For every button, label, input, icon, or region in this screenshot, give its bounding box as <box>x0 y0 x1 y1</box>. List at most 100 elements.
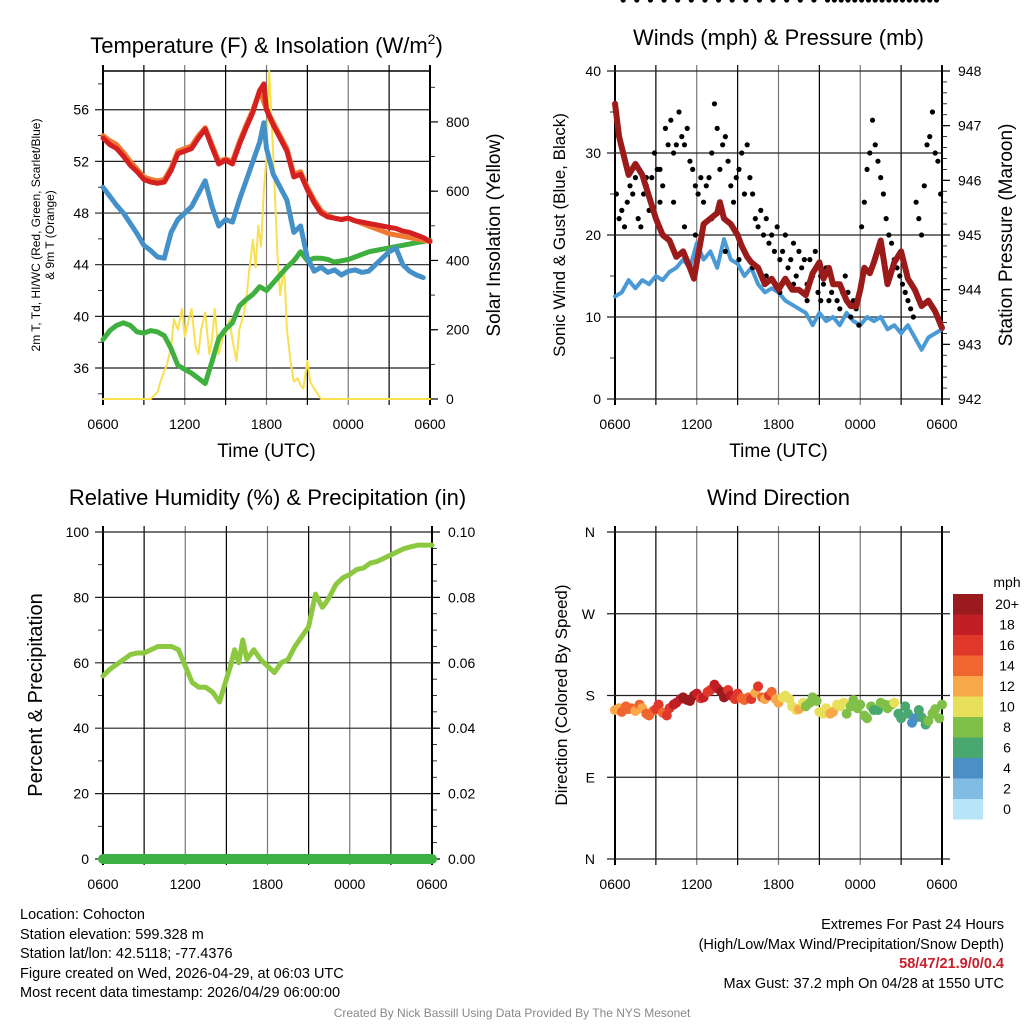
gust-point <box>616 216 622 222</box>
x-tick-label: 0000 <box>334 876 365 892</box>
y-tick-label: E <box>586 769 595 785</box>
gust-point <box>935 158 941 164</box>
y-tick-label: 48 <box>73 205 89 221</box>
gust-point <box>675 0 681 3</box>
wind-direction-point <box>934 713 945 724</box>
colorbar-label: 4 <box>1003 760 1011 776</box>
gust-point <box>845 0 851 3</box>
right-axis-label: Solar Insolation (Yellow) <box>484 133 505 336</box>
y-tick-label: 40 <box>73 308 89 324</box>
colorbar-label: 10 <box>999 699 1015 715</box>
y-axis-label: Direction (Colored By Speed) <box>552 584 571 805</box>
gust-point <box>921 183 927 189</box>
right-tick-label: 200 <box>446 322 470 338</box>
wind-direction-point <box>766 686 777 697</box>
right-tick-label: 948 <box>958 63 982 79</box>
colorbar-swatch <box>953 614 983 635</box>
gust-point <box>769 232 775 238</box>
wind-direction-point <box>828 706 838 717</box>
extremes-title: Extremes For Past 24 Hours <box>821 917 1004 933</box>
gust-point <box>722 134 728 140</box>
gust-point <box>736 166 742 172</box>
x-tick-label: 0600 <box>87 416 118 432</box>
gust-point <box>875 158 881 164</box>
y-tick-label: 30 <box>585 145 601 161</box>
wind-direction-point <box>811 695 822 706</box>
gust-point <box>627 183 633 189</box>
x-tick-label: 1800 <box>251 416 282 432</box>
y-tick-label: 10 <box>585 309 601 325</box>
y-tick-label: S <box>586 688 595 704</box>
gust-point <box>690 166 696 172</box>
right-tick-label: 944 <box>958 282 982 298</box>
colorbar-swatch <box>953 737 983 758</box>
x-tick-label: 0600 <box>414 416 445 432</box>
y-tick-label: W <box>582 606 596 622</box>
gust-point <box>755 224 761 230</box>
gust-point <box>856 322 862 328</box>
y-tick-label: 52 <box>73 153 89 169</box>
dewpoint-line <box>100 237 433 386</box>
gust-point <box>801 257 807 263</box>
gust-point <box>793 273 799 279</box>
colorbar-title: mph <box>993 574 1020 590</box>
heat-index-wind-chill-line <box>100 120 426 281</box>
location-text: Location: Cohocton <box>20 907 145 923</box>
right-tick-label: 0.06 <box>448 655 475 671</box>
gust-point <box>750 191 756 197</box>
gust-point <box>638 224 644 230</box>
gust-point <box>878 175 884 181</box>
gust-point <box>688 0 694 3</box>
gust-point <box>824 0 831 3</box>
gust-point <box>796 248 802 254</box>
gust-point <box>820 281 827 287</box>
gust-point <box>933 0 940 3</box>
elevation-text: Station elevation: 599.328 m <box>20 926 204 943</box>
gust-point <box>744 142 750 148</box>
gust-point <box>681 224 688 230</box>
gust-point <box>852 0 858 3</box>
title-text: Temperature (F) & Insolation (W/m <box>90 33 427 58</box>
y-axis-label: Percent & Precipitation <box>25 593 47 796</box>
latlon-text: Station lat/lon: 42.5118; -77.4376 <box>20 946 233 963</box>
right-tick-label: 942 <box>958 391 982 407</box>
gust-point <box>886 232 892 238</box>
colorbar-label: 12 <box>999 678 1015 694</box>
y-tick-label: 20 <box>73 786 89 802</box>
right-tick-label: 0.04 <box>448 720 475 736</box>
right-tick-label: 0.08 <box>448 589 475 605</box>
gust-point <box>613 191 619 197</box>
gust-point <box>938 191 944 197</box>
gust-point <box>818 298 824 304</box>
colorbar-swatch <box>953 676 983 697</box>
recent-data-text: Most recent data timestamp: 2026/04/29 0… <box>20 985 341 1002</box>
gust-point <box>657 199 663 205</box>
colorbar-label: 16 <box>999 637 1015 653</box>
gust-point <box>893 0 899 3</box>
gust-point <box>729 0 735 3</box>
gust-point <box>657 166 663 172</box>
gust-point <box>779 248 786 254</box>
wind-direction-point <box>753 681 764 692</box>
chart-title: Winds (mph) & Pressure (mb) <box>633 25 924 50</box>
gust-point <box>831 0 837 3</box>
gust-point <box>717 166 723 172</box>
colorbar-label: 2 <box>1003 781 1011 797</box>
x-axis-label: Time (UTC) <box>217 441 316 462</box>
y-axis-label: Sonic Wind & Gust (Blue, Black) <box>550 113 569 357</box>
gust-point <box>848 314 854 320</box>
gust-point <box>908 306 914 312</box>
wind-direction-point <box>653 699 664 710</box>
gust-point <box>902 289 908 295</box>
gust-point <box>692 232 698 238</box>
gust-point <box>741 191 748 197</box>
extremes-values: 58/47/21.9/0/0.4 <box>899 956 1004 973</box>
gust-point <box>812 248 818 254</box>
colorbar-label: 14 <box>999 658 1015 674</box>
wind-direction-point <box>855 699 866 710</box>
gust-point <box>760 232 767 238</box>
colorbar-label: 18 <box>999 617 1015 633</box>
gust-point <box>771 248 778 254</box>
gust-point <box>679 134 685 140</box>
